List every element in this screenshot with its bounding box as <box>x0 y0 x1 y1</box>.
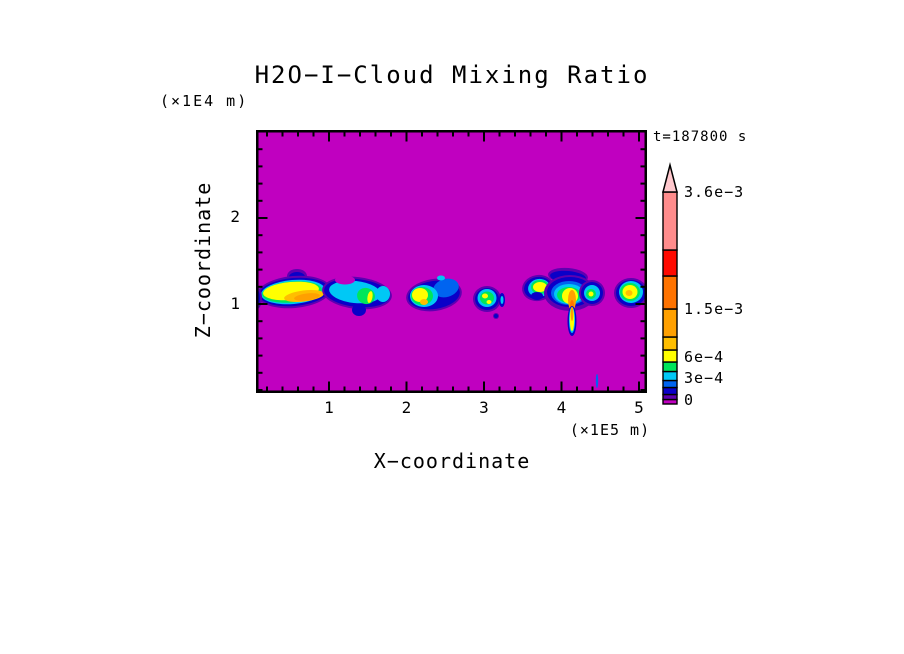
x-axis-unit: (×1E5 m) <box>569 421 651 439</box>
colorbar-segment <box>662 379 678 389</box>
cloud-cell <box>352 304 366 316</box>
cloud-cell <box>335 275 355 285</box>
colorbar-segment <box>662 393 678 401</box>
colorbar <box>662 162 678 405</box>
cloud-cell <box>437 275 445 281</box>
colorbar-value-label: 6e−4 <box>684 348 725 366</box>
cloud-cell <box>531 292 543 300</box>
colorbar-segment <box>662 249 678 277</box>
colorbar-segment <box>662 275 678 310</box>
z-axis-label: Z−coordinate <box>191 181 215 339</box>
z-axis-unit: (×1E4 m) <box>160 92 249 110</box>
cloud-cell <box>367 291 373 303</box>
cloud-cell <box>595 374 599 388</box>
cloud-cell <box>570 307 574 321</box>
colorbar-value-label: 1.5e−3 <box>684 300 745 318</box>
colorbar-segment <box>662 370 678 382</box>
cloud-cell <box>533 282 547 292</box>
cloud-cell <box>588 291 594 297</box>
x-axis-label: X−coordinate <box>373 449 531 473</box>
x-tick-label: 4 <box>556 398 567 417</box>
cloud-contours <box>258 267 645 388</box>
colorbar-segment <box>662 308 678 338</box>
cloud-cell <box>433 278 459 298</box>
x-tick-label: 3 <box>479 398 489 417</box>
cloud-cell <box>294 293 320 301</box>
colorbar-overflow-arrow <box>662 162 678 193</box>
cloud-cell <box>500 296 504 304</box>
colorbar-value-label: 3.6e−3 <box>684 183 745 201</box>
cloud-cell <box>482 293 488 299</box>
x-tick-label: 2 <box>401 398 412 417</box>
z-tick-label: 1 <box>230 294 240 313</box>
colorbar-value-label: 3e−4 <box>684 369 725 387</box>
cloud-cell <box>494 314 498 318</box>
field-background <box>256 130 647 393</box>
x-tick-label: 1 <box>324 398 334 417</box>
time-stamp: t=187800 s <box>653 129 748 145</box>
colorbar-segment <box>662 349 678 363</box>
cloud-cell <box>420 299 428 305</box>
x-tick-label: 5 <box>634 398 644 417</box>
cloud-cell <box>412 288 428 302</box>
contour-plot <box>256 130 647 393</box>
plot-border <box>256 130 647 393</box>
colorbar-value-label: 0 <box>684 391 695 409</box>
cloud-cell <box>625 290 633 296</box>
cloud-cell <box>486 300 492 304</box>
cloud-cell <box>376 286 390 302</box>
colorbar-segment <box>662 336 678 351</box>
plot-title: H2O−I−Cloud Mixing Ratio <box>254 61 650 89</box>
colorbar-segment <box>662 361 678 373</box>
colorbar-segment <box>662 386 678 396</box>
colorbar-segment <box>662 191 678 251</box>
z-tick-label: 2 <box>230 207 240 226</box>
